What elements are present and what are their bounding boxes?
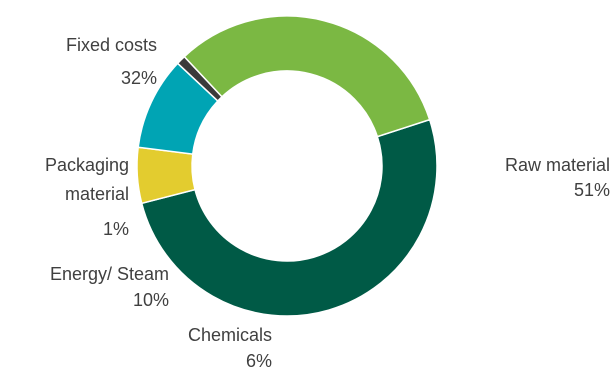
label-packaging-material-name-line2: material (65, 184, 129, 204)
label-fixed-costs-name: Fixed costs (66, 35, 157, 55)
donut-slices (136, 15, 438, 317)
slice-raw-material (140, 118, 438, 317)
label-raw-material-name: Raw material (505, 155, 610, 175)
label-raw-material-value: 51% (574, 180, 610, 200)
label-energy-steam-name: Energy/ Steam (50, 264, 169, 284)
slice-fixed-costs (183, 15, 431, 138)
label-fixed-costs-value: 32% (121, 68, 157, 88)
label-chemicals-value: 6% (246, 351, 272, 371)
label-packaging-material-name-line1: Packaging (45, 155, 129, 175)
label-packaging-material-value: 1% (103, 219, 129, 239)
label-chemicals-name: Chemicals (188, 325, 272, 345)
label-energy-steam-value: 10% (133, 290, 169, 310)
